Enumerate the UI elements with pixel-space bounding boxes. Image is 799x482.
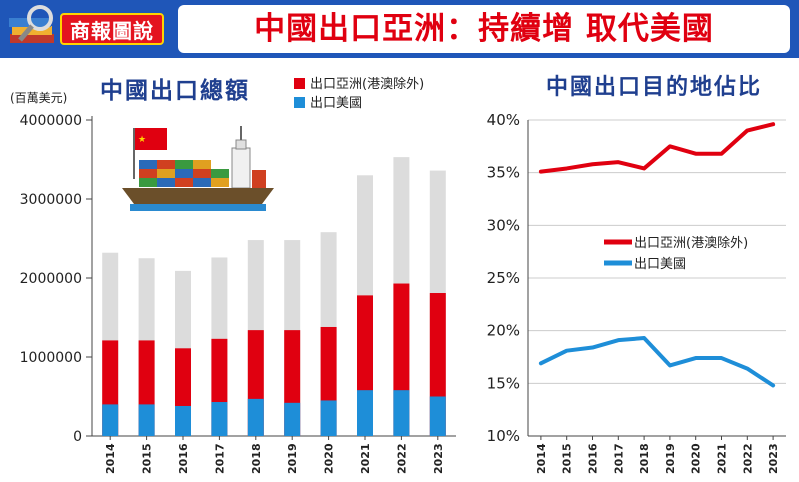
y-tick-label: 10% <box>487 427 520 445</box>
legend-line-us-label: 出口美國 <box>634 257 686 272</box>
total-export-panel: 中國出口總額 (百萬美元) 出口亞洲(港澳除外) 出口美國 ★ <box>4 64 462 478</box>
bar-us-2021 <box>357 390 373 436</box>
bar-us-2018 <box>247 398 264 436</box>
line-chart-title: 中國出口目的地佔比 <box>546 74 762 100</box>
y-tick-label: 3000000 <box>20 192 82 208</box>
x-tick-label-2016: 2016 <box>587 443 600 474</box>
export-share-chart: 中國出口目的地佔比 出口亞洲(港澳除外) 出口美國 40% 35% 30% 25% 20… <box>487 74 786 474</box>
total-export-chart: 中國出口總額 (百萬美元) 出口亞洲(港澳除外) 出口美國 ★ <box>10 76 456 474</box>
y-tick-label: 1000000 <box>20 350 82 366</box>
x-tick-label-2016: 2016 <box>177 443 190 474</box>
x-tick-label-2021: 2021 <box>716 443 729 474</box>
x-tick-label-2018: 2018 <box>250 443 263 474</box>
headline: 中國出口亞洲：持續增 取代美國 <box>178 5 790 53</box>
bar-us-2015 <box>138 404 155 436</box>
y-tick-label: 35% <box>487 164 520 182</box>
header-badge: 商報圖說 <box>6 4 166 54</box>
x-tick-label-2022: 2022 <box>741 443 754 474</box>
x-tick-label-2017: 2017 <box>213 443 226 474</box>
x-tick-label-2014: 2014 <box>104 443 117 474</box>
x-tick-label-2018: 2018 <box>638 443 651 474</box>
line-asia-share <box>538 122 776 174</box>
export-share-panel: 中國出口目的地佔比 出口亞洲(港澳除外) 出口美國 40% 35% 30% 25% 20… <box>468 64 795 478</box>
line-us-share <box>538 336 776 388</box>
bar-us-2023 <box>429 396 446 436</box>
flag-star-icon: ★ <box>138 135 146 145</box>
x-tick-label-2015: 2015 <box>141 443 154 474</box>
bar-chart-ylabel: (百萬美元) <box>10 91 67 105</box>
x-tick-label-2022: 2022 <box>395 443 408 474</box>
y-tick-label: 4000000 <box>20 113 82 129</box>
x-tick-label-2019: 2019 <box>664 443 677 474</box>
y-tick-label: 40% <box>487 111 520 129</box>
bar-us-2017 <box>211 402 228 436</box>
books-magnifier-icon <box>9 5 54 43</box>
y-tick-label: 0 <box>73 429 82 445</box>
badge-label: 商報圖說 <box>60 13 164 45</box>
bar-us-2020 <box>320 400 337 436</box>
x-tick-label-2017: 2017 <box>612 443 625 474</box>
bar-us-2022 <box>393 390 410 436</box>
x-tick-label-2020: 2020 <box>323 443 336 474</box>
legend-line-asia-label: 出口亞洲(港澳除外) <box>634 235 748 251</box>
legend-asia-label: 出口亞洲(港澳除外) <box>310 76 424 92</box>
x-tick-label-2023: 2023 <box>767 443 780 474</box>
header-banner: 商報圖說 中國出口亞洲：持續增 取代美國 <box>0 0 799 58</box>
bar-us-2016 <box>175 405 191 436</box>
x-tick-label-2021: 2021 <box>359 443 372 474</box>
legend-us-swatch <box>294 97 305 108</box>
x-tick-label-2014: 2014 <box>535 443 548 474</box>
y-tick-label: 2000000 <box>20 271 82 287</box>
x-tick-label-2015: 2015 <box>561 443 574 474</box>
x-tick-label-2019: 2019 <box>286 443 299 474</box>
bar-chart-title: 中國出口總額 <box>100 77 250 104</box>
x-tick-label-2023: 2023 <box>432 443 445 474</box>
y-tick-label: 20% <box>487 322 520 340</box>
china-flag <box>135 128 167 150</box>
legend-us-label: 出口美國 <box>310 96 362 111</box>
y-tick-label: 30% <box>487 216 520 234</box>
y-tick-label: 15% <box>487 374 520 392</box>
y-tick-label: 25% <box>487 269 520 287</box>
x-tick-label-2020: 2020 <box>690 443 703 474</box>
cargo-ship-illustration: ★ <box>122 126 274 211</box>
bar-us-2014 <box>102 404 119 436</box>
bar-us-2019 <box>284 402 301 436</box>
legend-asia-swatch <box>294 78 305 89</box>
